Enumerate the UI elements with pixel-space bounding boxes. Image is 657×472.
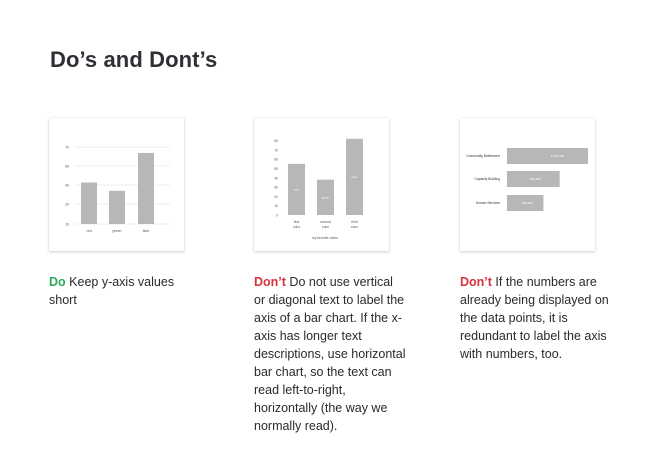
y-tick-label: 50 — [274, 167, 278, 171]
y-tick-label: 60 — [65, 165, 69, 169]
chart-horizontal-bars: 1,000,000 Community Betterment 650,000 Capa… — [466, 148, 588, 211]
caption-text: Do not use vertical or diagonal text to … — [254, 275, 406, 433]
caption-lead-dont: Don’t — [460, 275, 492, 289]
x-tick-label: red — [86, 229, 91, 233]
y-tick-label: 40 — [274, 176, 278, 180]
page-title: Do’s and Dont’s — [50, 47, 218, 72]
x-tick-label: first — [294, 220, 299, 224]
caption-dont-vertical: Don’t Do not use vertical or diagonal te… — [254, 273, 406, 435]
x-axis-title: my favorite colors — [312, 236, 338, 240]
y-tick-label: 80 — [274, 139, 278, 143]
category-label: Human Services — [476, 201, 501, 205]
card-dont-vertical-text: 80 70 60 50 40 30 20 10 0 red first color green secon… — [254, 118, 389, 251]
x-tick-label: second — [320, 220, 331, 224]
card-dont-redundant-axis: 1,000,000 Community Betterment 650,000 Capa… — [460, 118, 595, 251]
y-tick-label: 0 — [276, 214, 278, 218]
x-tick-label: color — [322, 225, 330, 229]
y-tick-label: 40 — [65, 184, 69, 188]
bar — [288, 163, 305, 215]
category-label: Community Betterment — [466, 154, 500, 158]
x-tick-label: color — [293, 225, 301, 229]
bar-data-label: 450,000 — [522, 201, 533, 205]
caption-text: Keep y-axis values short — [49, 275, 175, 307]
x-tick-label: green — [113, 229, 122, 233]
bar — [81, 182, 97, 224]
bar — [507, 148, 588, 164]
caption-do: Do Keep y-axis values short — [49, 273, 201, 309]
y-tick-label: 10 — [65, 223, 69, 227]
chart-vertical-labels: 80706050403020100redfirstcolorgreensecon… — [274, 138, 363, 240]
bar — [346, 138, 363, 215]
x-tick-label: third — [351, 220, 358, 224]
bar-data-label: red — [294, 187, 299, 191]
bar — [109, 190, 125, 224]
caption-text: If the numbers are already being display… — [460, 275, 609, 361]
bar — [317, 179, 334, 215]
bar — [507, 195, 544, 211]
y-tick-label: 60 — [274, 158, 278, 162]
category-label: Capacity Building — [475, 177, 501, 181]
bar — [138, 152, 154, 224]
bar-data-label: green — [322, 195, 330, 199]
x-tick-label: color — [351, 225, 359, 229]
bar-data-label: blue — [352, 175, 358, 179]
y-tick-label: 20 — [274, 195, 278, 199]
bar-data-label: 650,000 — [530, 177, 541, 181]
caption-lead-dont: Don’t — [254, 275, 286, 289]
bar — [507, 171, 560, 187]
caption-dont-redundant: Don’t If the numbers are already being d… — [460, 273, 612, 363]
x-tick-label: blue — [143, 229, 150, 233]
caption-lead-do: Do — [49, 275, 66, 289]
y-tick-label: 10 — [274, 204, 278, 208]
y-tick-label: 30 — [274, 186, 278, 190]
chart-short-y-axis: 70 60 40 20 10 red green blue — [65, 146, 170, 233]
y-tick-label: 70 — [65, 146, 69, 150]
y-tick-label: 70 — [274, 148, 278, 152]
card-do-short-y-axis: 70 60 40 20 10 red green blue — [49, 118, 184, 251]
bar-data-label: 1,000,000 — [551, 154, 565, 158]
y-tick-label: 20 — [65, 203, 69, 207]
